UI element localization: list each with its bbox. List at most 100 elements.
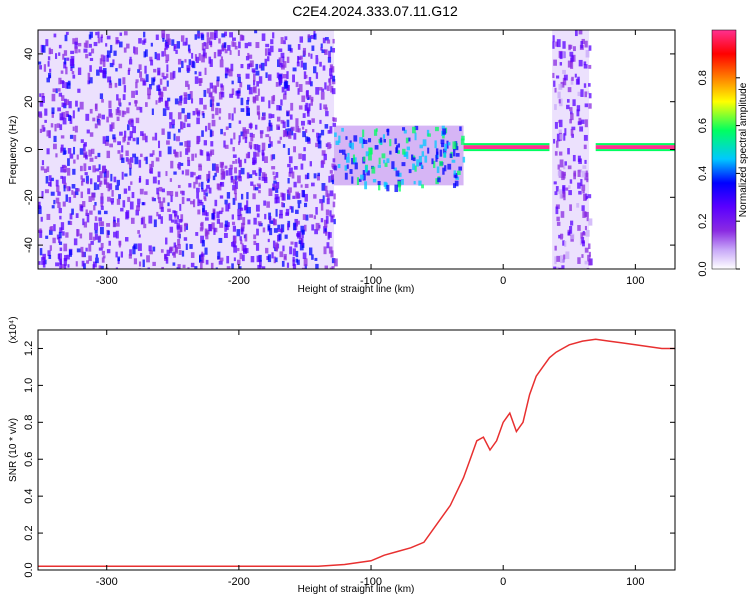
spectral-cell (282, 193, 286, 201)
spectral-cell (420, 164, 423, 169)
spectral-cell (577, 257, 581, 264)
spectral-cell (199, 97, 203, 105)
spectral-cell (114, 82, 118, 88)
spectral-cell (103, 55, 106, 62)
spectral-cell (194, 34, 198, 40)
spectral-cell (411, 154, 414, 161)
spectral-cell (201, 130, 204, 137)
spectral-cell (263, 177, 268, 184)
spectral-cell (98, 265, 102, 269)
spectral-cell (138, 234, 141, 238)
spectral-cell (268, 216, 272, 224)
spectral-cell (179, 142, 183, 146)
spectral-cell (313, 194, 317, 199)
spectral-cell (196, 111, 201, 117)
spectral-cell (563, 173, 566, 179)
snr-plot-area (38, 330, 675, 570)
spectral-cell (585, 196, 588, 200)
y-tick-label: -40 (23, 237, 35, 253)
spectral-cell (234, 175, 238, 181)
spectral-cell (453, 148, 456, 157)
spectral-cell (56, 123, 61, 128)
spectral-cell (325, 111, 329, 117)
spectral-cell (201, 181, 204, 190)
spectral-cell (272, 240, 276, 249)
spectral-cell (439, 160, 443, 167)
spectral-cell (40, 216, 43, 222)
spectral-cell (177, 230, 181, 238)
spectral-cell (568, 185, 571, 189)
spectral-cell (83, 221, 88, 228)
spectral-cell (129, 131, 133, 139)
spectral-cell (569, 107, 573, 112)
spectral-cell (210, 141, 214, 147)
spectral-cell (240, 226, 245, 232)
spectral-cell (360, 174, 364, 180)
spectral-cell (84, 172, 88, 176)
spectral-cell (401, 162, 406, 167)
spectral-cell (196, 33, 201, 37)
spectral-cell (232, 185, 236, 191)
spectral-cell (140, 153, 143, 158)
spectral-cell (47, 61, 50, 67)
spectral-cell (553, 80, 556, 87)
spectral-cell (126, 43, 130, 49)
spectral-cell (331, 258, 336, 264)
spectral-cell (439, 149, 443, 157)
spectral-cell (116, 94, 119, 101)
spectral-cell (58, 237, 61, 243)
spectral-cell (132, 137, 136, 142)
spectral-cell (135, 79, 139, 83)
spectral-cell (185, 80, 189, 87)
spectral-cell (554, 104, 557, 110)
spectral-cell (189, 91, 193, 99)
spectral-cell (379, 137, 383, 143)
spectral-cell (254, 124, 258, 130)
spectral-cell (83, 42, 87, 48)
spectral-cell (435, 148, 439, 155)
spectral-cell (131, 192, 135, 199)
spectral-cell (321, 150, 326, 156)
spectral-cell (145, 135, 148, 143)
colorbar-tick-label: 0.8 (697, 70, 709, 85)
spectral-cell (578, 190, 582, 195)
spectral-cell (293, 166, 298, 170)
spectral-cell (588, 64, 592, 69)
spectral-cell (98, 164, 101, 170)
spectral-cell (301, 229, 305, 235)
spectral-cell (180, 162, 184, 166)
spectral-cell (70, 67, 73, 71)
spectral-cell (236, 90, 241, 94)
spectral-cell (281, 86, 285, 93)
colorbar-gradient (711, 29, 737, 270)
spectral-cell (119, 131, 123, 136)
spectral-cell (85, 40, 89, 48)
spectral-cell (344, 153, 347, 160)
spectral-cell (577, 169, 581, 177)
spectral-cell (229, 164, 233, 170)
colorbar-tick-label: 0.6 (697, 118, 709, 133)
spectral-cell (38, 261, 41, 265)
spectral-cell (280, 227, 283, 234)
spectral-cell (332, 75, 336, 82)
spectral-cell (341, 127, 344, 132)
spectral-cell (244, 204, 248, 211)
spectral-cell (453, 170, 457, 175)
spectral-cell (41, 257, 46, 265)
colorbar: 0.00.20.40.60.8 Normalized spectral ampl… (697, 29, 749, 277)
spectral-cell (39, 113, 43, 119)
spectral-cell (174, 219, 178, 224)
spectral-cell (292, 222, 297, 231)
spectral-cell (324, 82, 327, 90)
spectral-cell (134, 47, 139, 55)
y-tick-label: 0.4 (23, 489, 35, 504)
spectral-cell (395, 145, 399, 154)
spectral-cell (176, 215, 179, 220)
spectral-cell (93, 205, 96, 211)
spectral-cell (65, 194, 68, 202)
spectral-cell (153, 68, 157, 73)
spectral-cell (246, 63, 250, 70)
spectral-cell (284, 130, 288, 137)
spectral-cell (125, 157, 129, 162)
